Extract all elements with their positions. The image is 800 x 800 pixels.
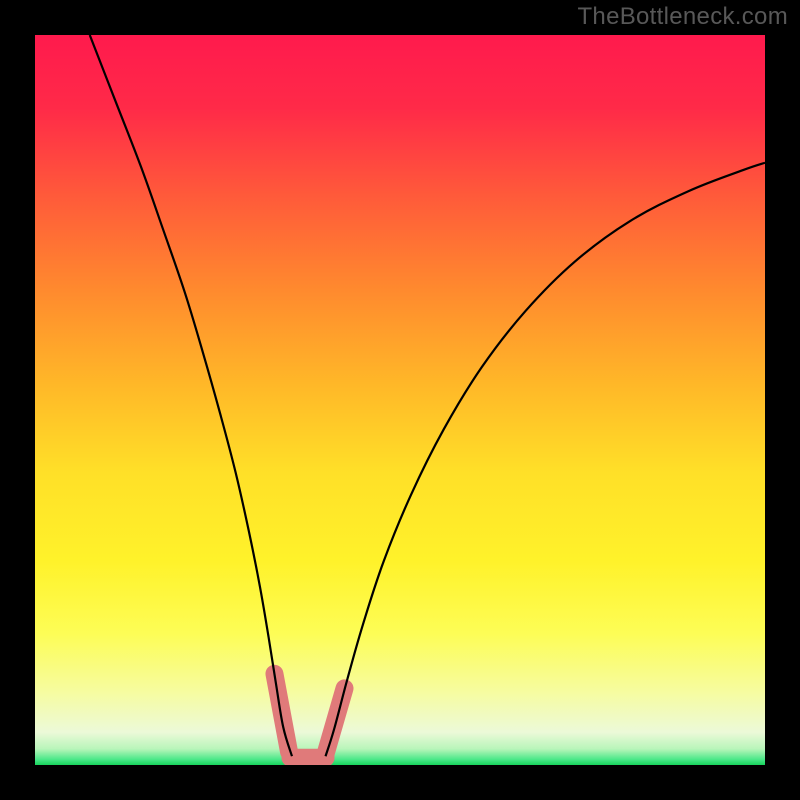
curve-left-branch [90, 35, 292, 756]
bottleneck-curve [35, 35, 765, 765]
plot-area [35, 35, 765, 765]
curve-right-branch [326, 163, 765, 756]
watermark-text: TheBottleneck.com [577, 3, 788, 31]
highlight-marker [274, 674, 344, 758]
